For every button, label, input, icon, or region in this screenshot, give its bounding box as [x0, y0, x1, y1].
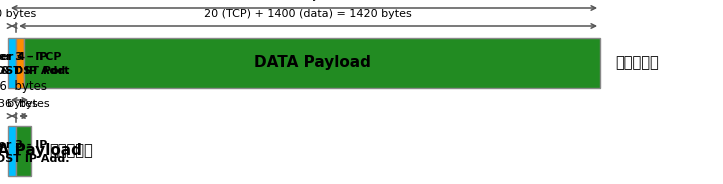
Text: Layer 3 - IP: Layer 3 - IP: [0, 52, 47, 62]
Text: 20 bytes: 20 bytes: [0, 9, 36, 19]
Text: Layer 3 - IP: Layer 3 - IP: [0, 140, 47, 150]
Text: 36  bytes: 36 bytes: [0, 99, 49, 109]
Text: SRC & DST Port: SRC & DST Port: [0, 66, 69, 76]
Bar: [8, 126, 16, 176]
Text: SRC & DST IP Add.: SRC & DST IP Add.: [0, 154, 70, 164]
Text: 第二个碎片: 第二个碎片: [49, 144, 93, 158]
Text: 56  bytes: 56 bytes: [0, 80, 47, 93]
Text: 第一个碎片: 第一个碎片: [615, 56, 659, 70]
Bar: [25, 38, 600, 88]
Text: DATA Payload: DATA Payload: [254, 56, 371, 70]
Text: SRC & DST IP Add.: SRC & DST IP Add.: [0, 66, 70, 76]
Text: 1440 bytes: 1440 bytes: [271, 0, 337, 1]
Text: DATA Payload: DATA Payload: [0, 144, 82, 158]
Text: 20 (TCP) + 1400 (data) = 1420 bytes: 20 (TCP) + 1400 (data) = 1420 bytes: [204, 9, 412, 19]
Bar: [8, 38, 16, 88]
Bar: [16, 126, 31, 176]
Text: 20  bytes: 20 bytes: [0, 99, 38, 109]
Bar: [16, 38, 25, 88]
Text: Layer 4 - TCP: Layer 4 - TCP: [0, 52, 61, 62]
